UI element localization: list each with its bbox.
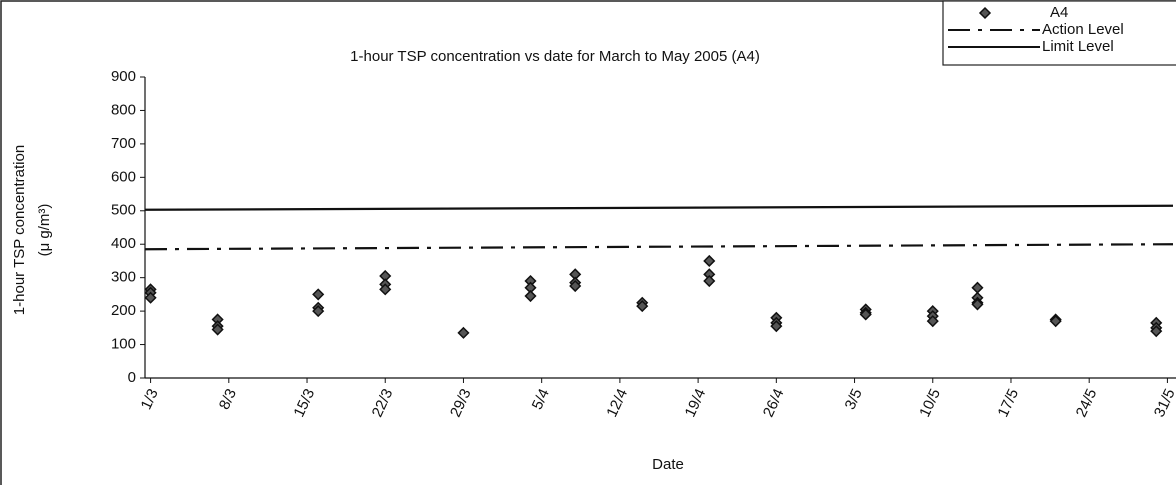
legend-label: Action Level: [1042, 21, 1124, 38]
data-point: [971, 298, 984, 311]
level-line: [144, 204, 1174, 211]
data-point: [312, 305, 325, 318]
x-tick-label: 22/3: [369, 386, 397, 420]
x-tick-label: 17/5: [994, 386, 1022, 420]
data-point: [379, 283, 392, 296]
x-tick-label: 8/3: [216, 386, 240, 412]
data-point: [211, 323, 224, 336]
x-tick-label: 12/4: [603, 386, 631, 420]
level-line: [144, 243, 1174, 251]
data-point: [703, 254, 716, 268]
data-point: [770, 320, 783, 333]
x-tick-label: 5/4: [529, 386, 553, 412]
y-tick-label: 200: [111, 302, 136, 319]
y-tick-label: 900: [111, 68, 136, 85]
x-tick-label: 24/5: [1073, 386, 1101, 420]
data-point: [859, 308, 872, 321]
legend-marker: [978, 6, 992, 20]
y-tick-label: 800: [111, 101, 136, 118]
data-point: [524, 290, 537, 303]
y-axis-label: (μ g/m³): [36, 204, 53, 257]
data-point: [569, 279, 582, 293]
chart-title: 1-hour TSP concentration vs date for Mar…: [350, 48, 760, 65]
y-tick-label: 700: [111, 135, 136, 152]
y-tick-label: 400: [111, 235, 136, 252]
data-point: [144, 291, 157, 304]
x-tick-label: 29/3: [447, 386, 475, 420]
data-point: [1150, 325, 1163, 338]
x-tick-label: 31/5: [1151, 386, 1176, 420]
y-tick-label: 500: [111, 202, 136, 219]
legend-label: Limit Level: [1042, 38, 1114, 55]
data-point: [312, 288, 325, 301]
x-tick-label: 3/5: [842, 386, 866, 412]
x-tick-label: 10/5: [916, 386, 944, 420]
legend-label: A4: [1050, 4, 1068, 21]
data-point: [457, 326, 470, 339]
data-point: [926, 315, 939, 328]
data-point: [703, 274, 716, 288]
y-tick-label: 600: [111, 168, 136, 185]
x-tick-label: 1/3: [138, 386, 162, 412]
data-point: [636, 300, 649, 313]
data-point: [1049, 315, 1062, 328]
data-point: [971, 281, 984, 294]
x-tick-label: 19/4: [682, 386, 710, 420]
x-tick-label: 26/4: [760, 386, 788, 420]
y-axis-label: 1-hour TSP concentration: [11, 145, 28, 315]
y-tick-label: 0: [128, 369, 136, 386]
y-tick-label: 300: [111, 269, 136, 286]
x-axis-label: Date: [652, 456, 684, 473]
x-tick-label: 15/3: [290, 386, 318, 420]
y-tick-label: 100: [111, 336, 136, 353]
